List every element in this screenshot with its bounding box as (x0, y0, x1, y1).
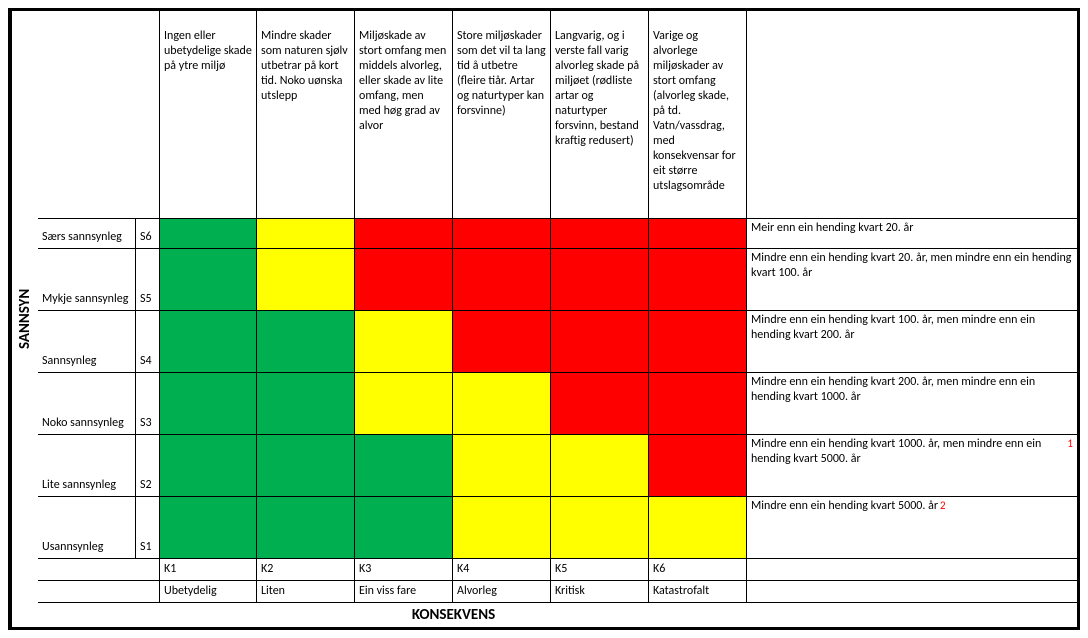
risk-cell-S5-K4 (453, 249, 551, 311)
matrix-row-S6: Særs sannsynlegS6 Meir enn ein hending kv… (38, 219, 1077, 249)
risk-matrix: SANNSYN Ingen eller ubetydelige skade på… (8, 8, 1080, 630)
k-code-K6: K6 (649, 559, 747, 581)
risk-cell-S4-K6 (649, 311, 747, 373)
column-header-3: Miljøskade av stort omfang men middels a… (355, 11, 453, 219)
matrix-row-S3: Noko sannsynlegS3 Mindre enn ein hending … (38, 373, 1077, 435)
risk-cell-S3-K4 (453, 373, 551, 435)
risk-cell-S4-K2 (257, 311, 355, 373)
risk-cell-S6-K4 (453, 219, 551, 249)
matrix-row-S5: Mykje sannsynlegS5 Mindre enn ein hending… (38, 249, 1077, 311)
risk-cell-S3-K3 (355, 373, 453, 435)
row-code-S4: S4 (136, 311, 160, 373)
k-code-K2: K2 (257, 559, 355, 581)
row-desc-S3: Mindre enn ein hending kvart 200. år, me… (747, 373, 1077, 435)
risk-cell-S6-K3 (355, 219, 453, 249)
risk-cell-S2-K1 (160, 435, 257, 497)
x-axis-label: KONSEKVENS (160, 603, 747, 627)
column-header-1: Ingen eller ubetydelige skade på ytre mi… (160, 11, 257, 219)
k-code-row: K1K2K3K4K5K6 (38, 559, 1077, 581)
risk-cell-S2-K4 (453, 435, 551, 497)
row-desc-S6: Meir enn ein hending kvart 20. år (747, 219, 1077, 249)
risk-cell-S1-K6 (649, 497, 747, 559)
row-label-S3: Noko sannsynleg (38, 373, 136, 435)
risk-cell-S2-K2 (257, 435, 355, 497)
k-label-4: Alvorleg (453, 581, 551, 603)
risk-cell-S5-K5 (551, 249, 649, 311)
risk-cell-S3-K6 (649, 373, 747, 435)
row-desc-S5: Mindre enn ein hending kvart 20. år, men… (747, 249, 1077, 311)
blank-left-kcode (38, 559, 160, 581)
risk-cell-S3-K2 (257, 373, 355, 435)
k-label-5: Kritisk (551, 581, 649, 603)
row-code-S5: S5 (136, 249, 160, 311)
k-label-1: Ubetydelig (160, 581, 257, 603)
risk-cell-S1-K5 (551, 497, 649, 559)
blank-left-xaxis (38, 603, 160, 627)
k-code-K1: K1 (160, 559, 257, 581)
risk-cell-S4-K3 (355, 311, 453, 373)
k-label-6: Katastrofalt (649, 581, 747, 603)
row-code-S2: S2 (136, 435, 160, 497)
risk-cell-S5-K2 (257, 249, 355, 311)
row-code-S1: S1 (136, 497, 160, 559)
k-label-row: UbetydeligLitenEin viss fareAlvorlegKrit… (38, 581, 1077, 603)
x-axis-row: KONSEKVENS (38, 603, 1077, 627)
column-header-5: Langvarig, og i verste fall varig alvorl… (551, 11, 649, 219)
column-header-6: Varige og alvorlege miljøskader av stort… (649, 11, 747, 219)
row-label-S6: Særs sannsynleg (38, 219, 136, 249)
k-label-2: Liten (257, 581, 355, 603)
matrix-row-S2: Lite sannsynlegS2 Mindre enn ein hending … (38, 435, 1077, 497)
blank-right-xaxis (747, 603, 1077, 627)
row-desc-S1: Mindre enn ein hending kvart 5000. år 2 (747, 497, 1077, 559)
risk-cell-S6-K6 (649, 219, 747, 249)
risk-cell-S1-K1 (160, 497, 257, 559)
row-label-S5: Mykje sannsynleg (38, 249, 136, 311)
row-desc-S2: Mindre enn ein hending kvart 1000. år, m… (747, 435, 1077, 497)
column-header-2: Mindre skader som naturen sjølv utbetrar… (257, 11, 355, 219)
matrix-row-S4: SannsynlegS4 Mindre enn ein hending kvart… (38, 311, 1077, 373)
risk-cell-S2-K3 (355, 435, 453, 497)
risk-cell-S2-K5 (551, 435, 649, 497)
row-label-S1: Usannsynleg (38, 497, 136, 559)
risk-cell-S5-K3 (355, 249, 453, 311)
header-row: Ingen eller ubetydelige skade på ytre mi… (38, 11, 1077, 219)
risk-cell-S1-K4 (453, 497, 551, 559)
row-code-S3: S3 (136, 373, 160, 435)
column-header-4: Store miljøskader som det vil ta lang ti… (453, 11, 551, 219)
risk-cell-S6-K1 (160, 219, 257, 249)
risk-cell-S2-K6 (649, 435, 747, 497)
risk-cell-S5-K6 (649, 249, 747, 311)
k-code-K5: K5 (551, 559, 649, 581)
blank-left-klabel (38, 581, 160, 603)
row-code-S6: S6 (136, 219, 160, 249)
risk-cell-S1-K3 (355, 497, 453, 559)
row-label-S2: Lite sannsynleg (38, 435, 136, 497)
row-desc-S4: Mindre enn ein hending kvart 100. år, me… (747, 311, 1077, 373)
k-code-K3: K3 (355, 559, 453, 581)
risk-cell-S6-K2 (257, 219, 355, 249)
footnote-1: 1 (1067, 437, 1073, 451)
k-label-3: Ein viss fare (355, 581, 453, 603)
risk-cell-S1-K2 (257, 497, 355, 559)
blank-top-left (38, 11, 160, 219)
risk-cell-S5-K1 (160, 249, 257, 311)
y-axis-label: SANNSYN (11, 11, 38, 627)
k-code-K4: K4 (453, 559, 551, 581)
blank-right-kcode (747, 559, 1077, 581)
risk-cell-S4-K5 (551, 311, 649, 373)
blank-top-right (747, 11, 1077, 219)
grid-area: Ingen eller ubetydelige skade på ytre mi… (38, 11, 1077, 627)
risk-cell-S4-K4 (453, 311, 551, 373)
blank-right-klabel (747, 581, 1077, 603)
footnote-2: 2 (940, 499, 946, 513)
risk-cell-S3-K1 (160, 373, 257, 435)
risk-cell-S6-K5 (551, 219, 649, 249)
risk-cell-S3-K5 (551, 373, 649, 435)
row-label-S4: Sannsynleg (38, 311, 136, 373)
risk-cell-S4-K1 (160, 311, 257, 373)
matrix-row-S1: UsannsynlegS1 Mindre enn ein hending kvar… (38, 497, 1077, 559)
